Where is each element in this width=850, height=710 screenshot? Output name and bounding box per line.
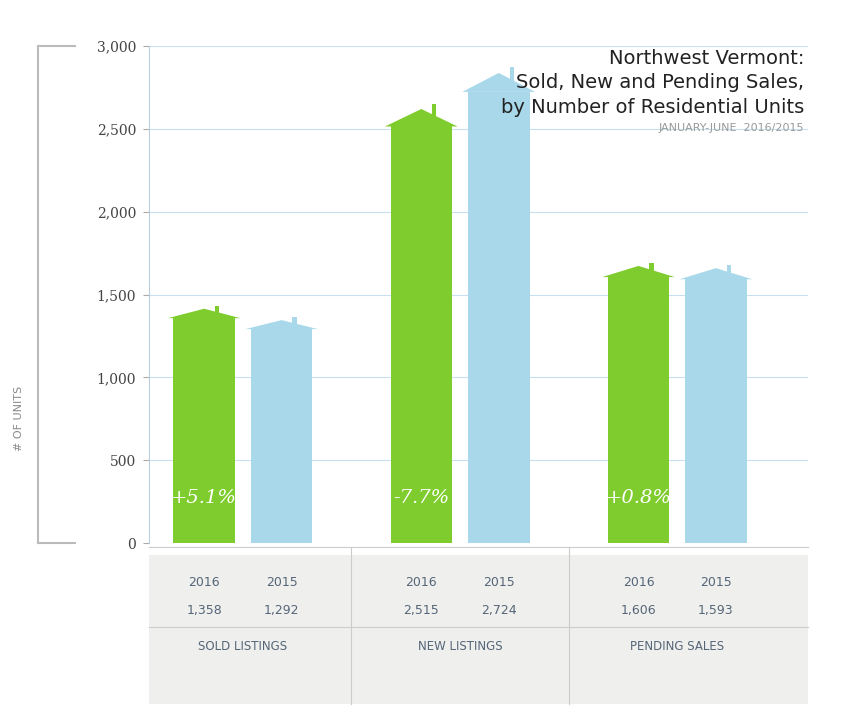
Text: Northwest Vermont:: Northwest Vermont:: [609, 49, 804, 67]
Bar: [173, 318, 235, 543]
Bar: [608, 277, 669, 543]
Polygon shape: [385, 109, 457, 126]
Text: by Number of Residential Units: by Number of Residential Units: [501, 99, 804, 117]
Text: 1,358: 1,358: [186, 604, 222, 617]
Text: 2016: 2016: [405, 576, 437, 589]
Bar: [292, 317, 297, 324]
Text: # OF UNITS: # OF UNITS: [14, 386, 24, 452]
Text: +5.1%: +5.1%: [171, 489, 237, 508]
Text: +0.8%: +0.8%: [605, 489, 672, 508]
Text: JANUARY-JUNE  2016/2015: JANUARY-JUNE 2016/2015: [659, 124, 804, 133]
Text: 2,515: 2,515: [404, 604, 439, 617]
Polygon shape: [602, 266, 675, 277]
Polygon shape: [462, 73, 535, 92]
Text: 2015: 2015: [483, 576, 514, 589]
Bar: [390, 126, 452, 543]
Bar: [251, 329, 312, 543]
Text: 1,606: 1,606: [620, 604, 656, 617]
Text: NEW LISTINGS: NEW LISTINGS: [417, 640, 502, 652]
Text: 2015: 2015: [700, 576, 732, 589]
Text: 2016: 2016: [189, 576, 220, 589]
Text: PENDING SALES: PENDING SALES: [630, 640, 724, 652]
Text: 1,292: 1,292: [264, 604, 299, 617]
Polygon shape: [680, 268, 752, 279]
Polygon shape: [246, 320, 318, 329]
Bar: [468, 92, 530, 543]
Text: Sold, New and Pending Sales,: Sold, New and Pending Sales,: [516, 74, 804, 92]
Bar: [215, 306, 219, 313]
Bar: [649, 263, 654, 271]
Text: SOLD LISTINGS: SOLD LISTINGS: [198, 640, 287, 652]
Text: -7.7%: -7.7%: [394, 489, 450, 508]
Text: 1,593: 1,593: [698, 604, 734, 617]
Text: 2,724: 2,724: [481, 604, 517, 617]
Bar: [727, 265, 731, 273]
Bar: [510, 67, 514, 82]
Text: 2016: 2016: [623, 576, 654, 589]
Text: 2015: 2015: [266, 576, 298, 589]
Polygon shape: [167, 309, 241, 318]
Bar: [432, 104, 437, 117]
Bar: [685, 279, 746, 543]
